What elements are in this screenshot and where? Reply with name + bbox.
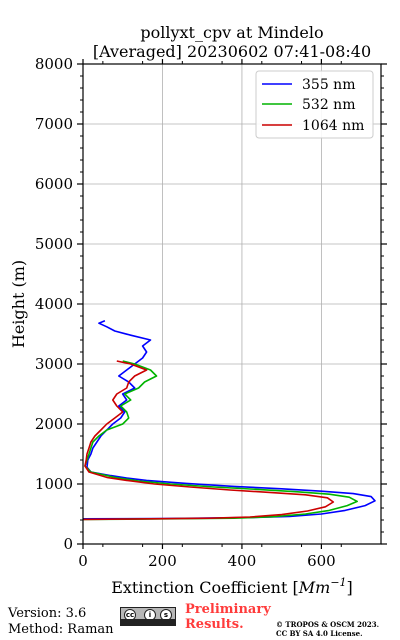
x-axis-label-unit-exponent: −1: [330, 576, 346, 589]
legend-box: [255, 70, 374, 139]
version-text: Version: 3.6: [8, 606, 87, 621]
copyright-line-2: CC BY SA 4.0 License.: [276, 629, 363, 638]
copyright-text: © TROPOS & OSCM 2023. CC BY SA 4.0 Licen…: [276, 620, 379, 638]
x-axis-label-text: Extinction Coefficient [: [111, 578, 299, 597]
copyright-line-1: © TROPOS & OSCM 2023.: [276, 620, 380, 629]
legend: 355 nm 532 nm 1064 nm: [255, 70, 374, 139]
y-tick-label: 1000: [35, 475, 73, 493]
legend-label-355: 355 nm: [302, 77, 355, 93]
y-tick-label: 3000: [35, 355, 73, 373]
cc-badge-bar: [121, 619, 175, 625]
chart-title: pollyxt_cpv at Mindelo: [140, 23, 323, 42]
y-tick-label: 5000: [35, 235, 73, 253]
preliminary-line-1: Preliminary: [185, 602, 271, 617]
method-text: Method: Raman: [8, 622, 114, 637]
y-axis-label: Height (m): [9, 260, 28, 348]
y-tick-label: 8000: [35, 55, 73, 73]
series-line-2: [82, 360, 335, 521]
x-tick-label: 400: [228, 552, 257, 570]
chart-subtitle: [Averaged] 20230602 07:41-08:40: [93, 42, 371, 61]
x-tick-label: 0: [78, 552, 88, 570]
x-axis-label: Extinction Coefficient [Mm−1]: [111, 576, 353, 597]
series-line-0: [82, 320, 376, 520]
preliminary-results-text: Preliminary Results.: [185, 602, 271, 632]
x-axis-label-unit: Mm: [298, 578, 331, 597]
series-lines: [82, 320, 376, 521]
y-tick-label: 0: [63, 535, 73, 553]
cc-license-badge: cc i s: [120, 607, 176, 626]
x-axis-label-close: ]: [347, 578, 353, 597]
legend-label-532: 532 nm: [302, 97, 355, 113]
x-tick-label: 600: [307, 552, 336, 570]
x-tick-label: 200: [148, 552, 177, 570]
axis-ticks: 0 200 400 600010002000300040005000600070008…: [35, 55, 387, 570]
y-tick-label: 6000: [35, 175, 73, 193]
preliminary-line-2: Results.: [185, 617, 244, 632]
y-tick-label: 7000: [35, 115, 73, 133]
y-tick-label: 2000: [35, 415, 73, 433]
legend-label-1064: 1064 nm: [302, 118, 364, 134]
y-tick-label: 4000: [35, 295, 73, 313]
